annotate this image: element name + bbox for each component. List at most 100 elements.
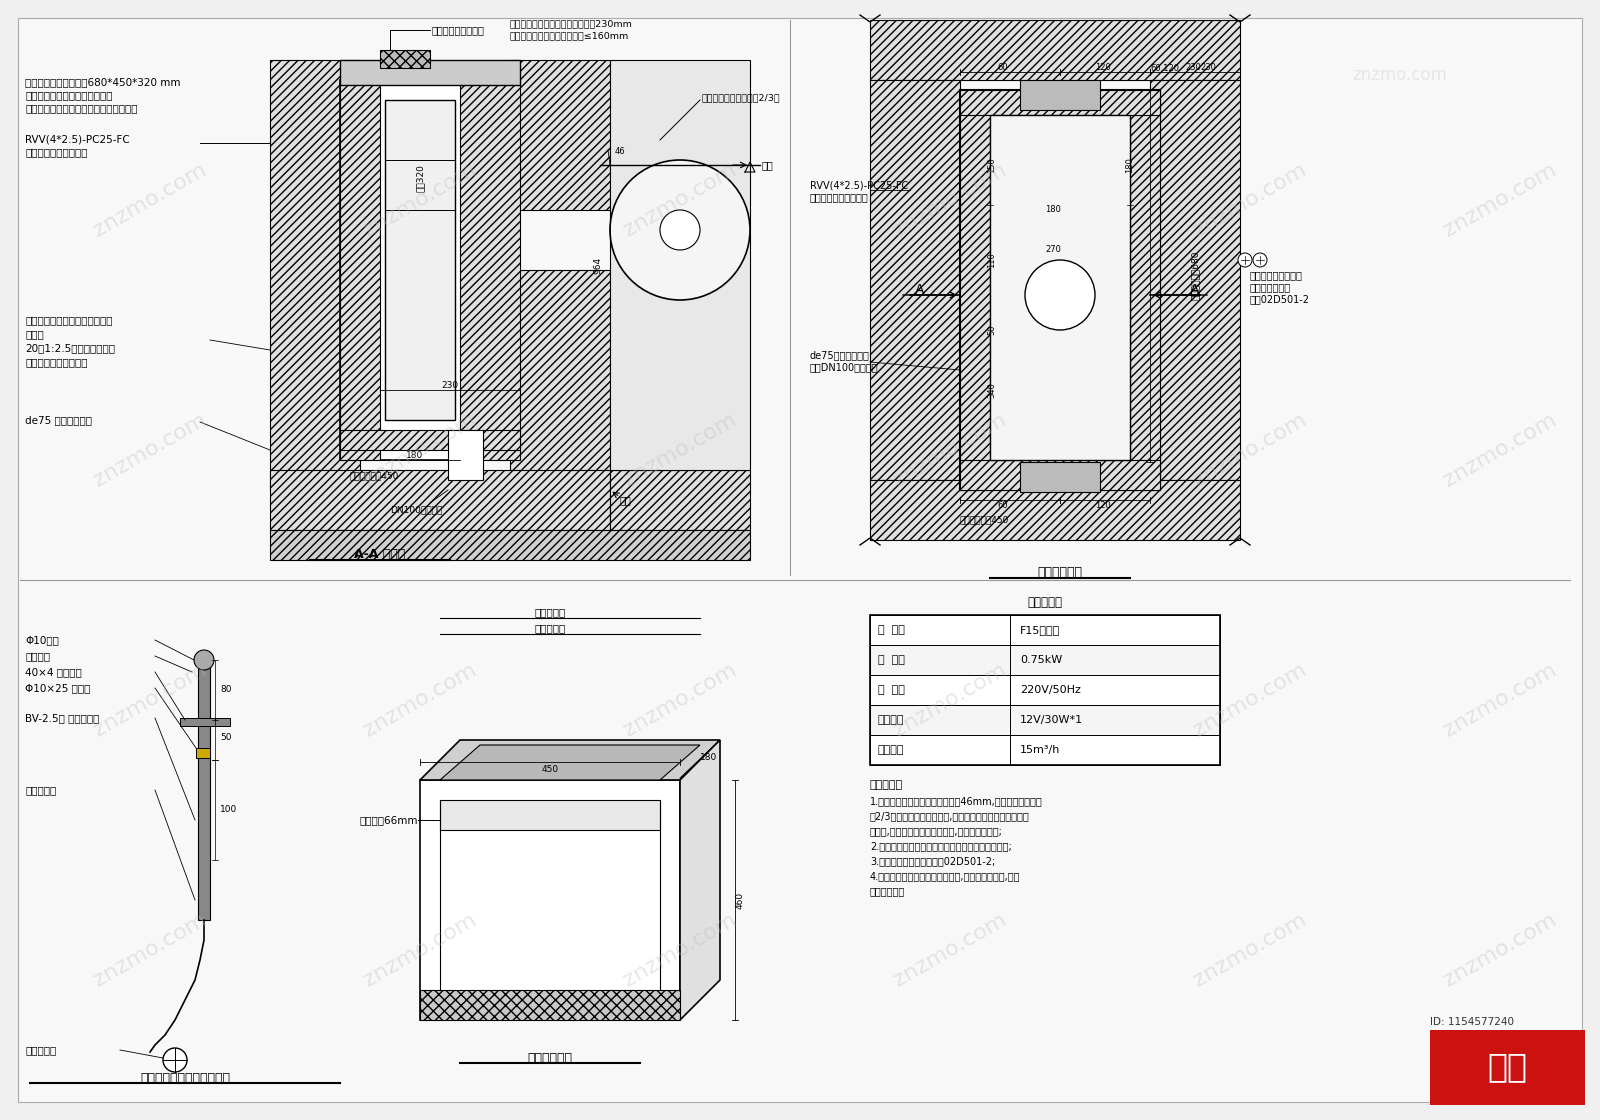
Text: A: A	[1190, 283, 1200, 297]
Text: 设备坑大样图: 设备坑大样图	[1037, 567, 1083, 579]
Text: 设备处池壁装饰完成面净尺寸应为230mm: 设备处池壁装饰完成面净尺寸应为230mm	[510, 19, 634, 28]
Text: A: A	[915, 283, 925, 297]
Circle shape	[1026, 260, 1094, 330]
Text: BV-2.5㎡ 黄绿双色线: BV-2.5㎡ 黄绿双色线	[26, 713, 99, 724]
Text: 46: 46	[614, 148, 626, 157]
Bar	[870, 20, 1240, 80]
Text: znzmo.com: znzmo.com	[1440, 660, 1560, 740]
Text: 230: 230	[442, 381, 459, 390]
Text: znzmo.com: znzmo.com	[360, 159, 480, 241]
Text: znzmo.com: znzmo.com	[621, 660, 739, 740]
Circle shape	[163, 1048, 187, 1072]
Text: 180: 180	[701, 753, 717, 762]
Text: RVV(4*2.5)-PC25-FC: RVV(4*2.5)-PC25-FC	[810, 180, 909, 190]
Text: 结构完成面: 结构完成面	[534, 607, 566, 617]
Text: de75设备坑排水管: de75设备坑排水管	[810, 349, 870, 360]
Text: znzmo.com: znzmo.com	[621, 159, 739, 241]
Text: 60: 60	[998, 64, 1008, 73]
Bar	[386, 100, 454, 420]
Circle shape	[661, 211, 701, 250]
Text: 230: 230	[1200, 64, 1216, 73]
Bar	[1130, 90, 1160, 491]
Circle shape	[1253, 253, 1267, 267]
Text: znzmo.com: znzmo.com	[360, 660, 480, 740]
Text: 60: 60	[998, 501, 1008, 510]
Text: 功  率：: 功 率：	[878, 655, 906, 665]
Bar	[339, 80, 520, 460]
Text: 池底: 池底	[621, 495, 632, 505]
Text: 50: 50	[987, 325, 997, 335]
Bar	[870, 80, 960, 480]
Text: 1.泳池水位宜在池壁装饰完成面下46mm,必须没过设备进水: 1.泳池水位宜在池壁装饰完成面下46mm,必须没过设备进水	[870, 796, 1043, 806]
Bar	[1150, 80, 1240, 480]
Text: znzmo.com: znzmo.com	[1440, 909, 1560, 990]
Text: Φ10圆钢: Φ10圆钢	[26, 635, 59, 645]
Text: 2.设备安装后预留空间必须是以装饰完成面净空尺寸;: 2.设备安装后预留空间必须是以装饰完成面净空尺寸;	[870, 841, 1011, 851]
Text: 460: 460	[736, 892, 744, 908]
Bar	[198, 660, 210, 920]
Text: 120: 120	[1094, 64, 1110, 73]
Text: 4.设备安装时应用水平尺打好水平,待设备安装好后,方可: 4.设备安装时应用水平尺打好水平,待设备安装好后,方可	[870, 871, 1021, 881]
Text: 270: 270	[1045, 245, 1061, 254]
Bar	[610, 470, 750, 530]
Text: 型  号：: 型 号：	[878, 625, 906, 635]
Bar	[419, 990, 680, 1020]
Text: 开槽暗敷砂浆找平层内: 开槽暗敷砂浆找平层内	[26, 147, 88, 157]
Bar	[510, 270, 610, 491]
Text: 预留等电位连接端子: 预留等电位连接端子	[432, 25, 485, 35]
Bar	[440, 800, 661, 830]
Text: 设计说明：: 设计说明：	[870, 780, 902, 790]
Bar	[270, 60, 360, 491]
Bar	[870, 615, 1221, 765]
Text: 60,120: 60,120	[1150, 64, 1179, 73]
Text: znzmo.com: znzmo.com	[1352, 66, 1448, 84]
Text: 层厚度,综合调整设备池壁顶高度,和溢流槽的深度;: 层厚度,综合调整设备池壁顶高度,和溢流槽的深度;	[870, 827, 1003, 836]
Text: RVV(4*2.5)-PC25-FC: RVV(4*2.5)-PC25-FC	[26, 136, 130, 144]
Text: A-A 剖面图: A-A 剖面图	[354, 549, 406, 561]
Text: znzmo.com: znzmo.com	[1190, 909, 1310, 990]
Text: 设备坑净尺寸450: 设备坑净尺寸450	[960, 515, 1010, 524]
Text: 340: 340	[987, 382, 997, 398]
Text: 防水层: 防水层	[26, 329, 43, 339]
Text: 450: 450	[541, 765, 558, 775]
Text: znzmo.com: znzmo.com	[1190, 159, 1310, 241]
Circle shape	[194, 650, 214, 670]
Bar	[381, 50, 430, 68]
Text: 20厚1:2.5水泥砂浆找平层: 20厚1:2.5水泥砂浆找平层	[26, 343, 115, 353]
Text: 接水泵外壳: 接水泵外壳	[26, 1045, 56, 1055]
Bar	[1021, 461, 1101, 492]
Text: 自防水钢筋混凝土池壁: 自防水钢筋混凝土池壁	[26, 357, 88, 367]
Text: znzmo.com: znzmo.com	[1190, 410, 1310, 491]
Text: 220V/50Hz: 220V/50Hz	[1021, 685, 1082, 696]
Text: 等电位联接安装: 等电位联接安装	[1250, 282, 1291, 292]
Bar	[339, 60, 520, 85]
Text: Φ10×25 铜螺栓: Φ10×25 铜螺栓	[26, 683, 90, 693]
Bar	[990, 115, 1130, 460]
Text: znzmo.com: znzmo.com	[1190, 660, 1310, 740]
Bar	[960, 90, 1160, 115]
Text: znzmo.com: znzmo.com	[90, 660, 210, 740]
Text: 预留DN100防水套管: 预留DN100防水套管	[810, 362, 878, 372]
Text: 详见02D501-2: 详见02D501-2	[1250, 295, 1310, 304]
Text: 溢流槽透视图: 溢流槽透视图	[528, 1052, 573, 1064]
Text: 接水泵外壳: 接水泵外壳	[26, 785, 56, 795]
Text: 3.泳池等电位联接详见图集02D501-2;: 3.泳池等电位联接详见图集02D501-2;	[870, 856, 995, 866]
Text: 180: 180	[1125, 157, 1134, 172]
Text: 净高320: 净高320	[416, 164, 424, 192]
Text: 12V/30W*1: 12V/30W*1	[1021, 715, 1083, 725]
Polygon shape	[440, 745, 701, 780]
Bar	[195, 748, 210, 758]
Bar	[270, 470, 610, 530]
Text: 开槽暗敷砂浆找平层内: 开槽暗敷砂浆找平层内	[810, 192, 869, 202]
Text: 50: 50	[221, 734, 232, 743]
Text: znzmo.com: znzmo.com	[1440, 410, 1560, 491]
Bar	[960, 90, 1160, 491]
Text: 设备坑完成面净尺寸：680*450*320 mm: 设备坑完成面净尺寸：680*450*320 mm	[26, 77, 181, 87]
Text: znzmo.com: znzmo.com	[1440, 159, 1560, 241]
Text: 溢流槽深66mm: 溢流槽深66mm	[360, 815, 419, 825]
Text: znzmo.com: znzmo.com	[90, 410, 210, 491]
Text: 预留等电位联接端子: 预留等电位联接端子	[1250, 270, 1302, 280]
Bar	[960, 460, 1160, 491]
Bar	[960, 90, 990, 491]
Text: 电  源：: 电 源：	[878, 685, 906, 696]
